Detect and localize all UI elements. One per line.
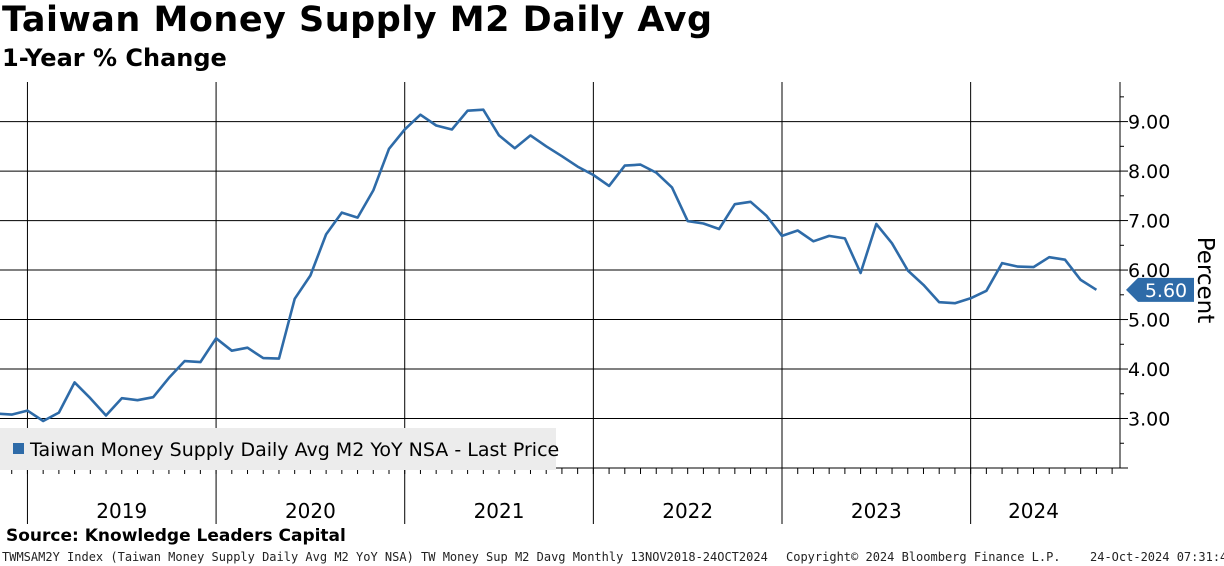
series-group — [0, 108, 1098, 423]
ticker-description: TWMSAM2Y Index (Taiwan Money Supply Dail… — [2, 550, 768, 564]
y-tick-label: 8.00 — [1128, 161, 1170, 183]
y-tick-label: 4.00 — [1128, 359, 1170, 381]
x-axis-years: 2019 2020 2021 2022 2023 2024 — [96, 499, 1059, 523]
chart-title: Taiwan Money Supply M2 Daily Avg — [2, 0, 713, 40]
axes — [0, 82, 1121, 474]
last-value-tag — [1126, 277, 1194, 302]
y-tick-label: 3.00 — [1128, 409, 1170, 431]
y-tick-label: 5.00 — [1128, 310, 1170, 332]
copyright-notice: Copyright© 2024 Bloomberg Finance L.P. — [786, 550, 1061, 564]
x-year-label: 2021 — [474, 499, 525, 523]
timestamp: 24-Oct-2024 07:31:40 — [1090, 550, 1224, 564]
legend-swatch — [13, 443, 24, 454]
last-value-label: 5.60 — [1145, 280, 1187, 302]
y-tick-label: 7.00 — [1128, 211, 1170, 233]
legend-box — [0, 428, 556, 470]
source-note: Source: Knowledge Leaders Capital — [6, 526, 346, 546]
y-axis-ticks: 3.00 4.00 5.00 6.00 7.00 8.00 9.00 — [1120, 96, 1170, 469]
legend: Taiwan Money Supply Daily Avg M2 YoY NSA… — [0, 428, 559, 470]
x-year-label: 2023 — [851, 499, 902, 523]
x-year-label: 2019 — [96, 499, 147, 523]
chart-subtitle: 1-Year % Change — [2, 44, 227, 72]
y-tick-label: 6.00 — [1128, 260, 1170, 282]
y-tick-label: 9.00 — [1128, 112, 1170, 134]
x-year-label: 2022 — [662, 499, 713, 523]
last-value-marker: 5.60 — [1126, 277, 1194, 302]
y-axis-label: Percent — [1192, 237, 1218, 324]
series-line — [0, 108, 1098, 423]
legend-label: Taiwan Money Supply Daily Avg M2 YoY NSA… — [29, 439, 559, 461]
x-year-label: 2020 — [285, 499, 336, 523]
x-year-label: 2024 — [1008, 499, 1059, 523]
